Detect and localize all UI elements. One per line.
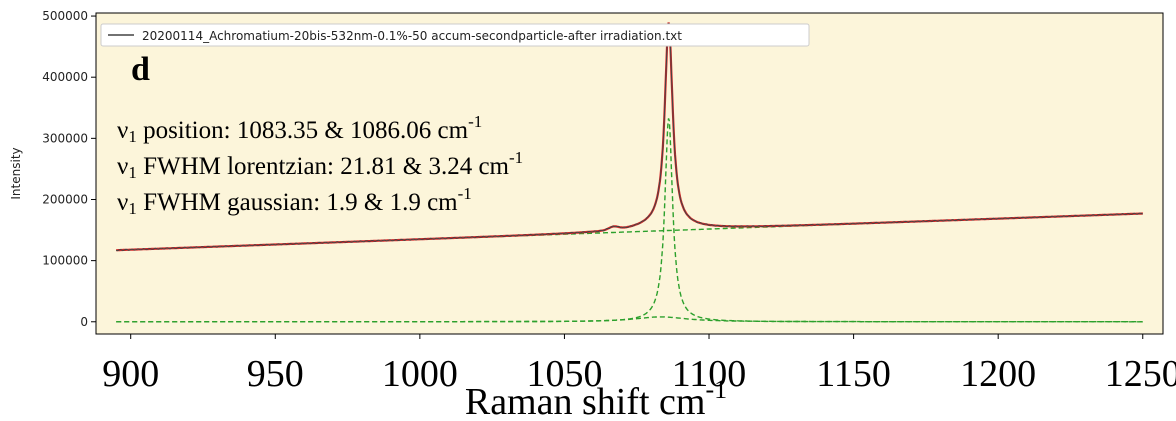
panel-label: d xyxy=(131,51,150,88)
x-tick-label: 1050 xyxy=(526,353,602,395)
x-axis: 900 950 1000 1050 1100 1150 1200 1250 xyxy=(102,334,1176,395)
x-tick-label: 1200 xyxy=(960,353,1036,395)
annotation-nu-symbol: ν xyxy=(117,117,128,144)
annotation-nu-symbol: ν xyxy=(117,153,128,180)
x-axis-label-superscript: -1 xyxy=(705,375,727,404)
y-axis: 0 100000 200000 300000 400000 500000 xyxy=(42,9,96,329)
annotation-subscript: 1 xyxy=(128,163,137,182)
fit-annotation-line: ν1 FWHM lorentzian: 21.81 & 3.24 cm-1 xyxy=(117,148,523,182)
y-tick-label: 0 xyxy=(80,315,88,329)
annotation-nu-symbol: ν xyxy=(117,189,128,216)
x-tick-label: 900 xyxy=(102,353,159,395)
annotation-subscript: 1 xyxy=(128,127,137,146)
annotation-subscript: 1 xyxy=(128,199,137,218)
legend: 20200114_Achromatium-20bis-532nm-0.1%-50… xyxy=(100,23,810,47)
annotation-text: position: 1083.35 & 1086.06 cm xyxy=(137,117,469,144)
y-axis-label: Intensity xyxy=(9,147,23,199)
fit-annotation-line: ν1 FWHM gaussian: 1.9 & 1.9 cm-1 xyxy=(117,184,472,218)
annotation-superscript: -1 xyxy=(468,112,482,131)
y-tick-label: 400000 xyxy=(42,70,88,84)
annotation-superscript: -1 xyxy=(458,184,472,203)
annotation-superscript: -1 xyxy=(509,148,523,167)
y-tick-label: 200000 xyxy=(42,192,88,206)
x-tick-label: 1100 xyxy=(672,353,747,395)
fit-annotation-line: ν1 position: 1083.35 & 1086.06 cm-1 xyxy=(117,112,482,146)
x-tick-label: 1250 xyxy=(1105,353,1176,395)
plot-area xyxy=(96,13,1163,334)
legend-box xyxy=(100,23,810,47)
series-layer xyxy=(116,22,1143,323)
x-axis-label-text: Raman shift cm xyxy=(465,381,706,421)
plot-frame xyxy=(95,12,1164,335)
y-tick-label: 500000 xyxy=(42,9,88,23)
series-data xyxy=(116,22,1143,252)
annotation-text: FWHM lorentzian: 21.81 & 3.24 cm xyxy=(137,153,510,180)
x-tick-label: 950 xyxy=(247,353,304,395)
x-tick-label: 1150 xyxy=(816,353,891,395)
x-axis-label: Raman shift cm-1 xyxy=(465,375,727,421)
x-tick-label: 1000 xyxy=(382,353,458,395)
legend-entry-label: 20200114_Achromatium-20bis-532nm-0.1%-50… xyxy=(142,29,682,43)
annotation-text: FWHM gaussian: 1.9 & 1.9 cm xyxy=(137,189,458,216)
y-tick-label: 300000 xyxy=(42,131,88,145)
fit-annotations: ν1 position: 1083.35 & 1086.06 cm-1ν1 FW… xyxy=(117,112,523,218)
y-tick-label: 100000 xyxy=(42,254,88,268)
series-component-narrow xyxy=(116,118,1143,323)
